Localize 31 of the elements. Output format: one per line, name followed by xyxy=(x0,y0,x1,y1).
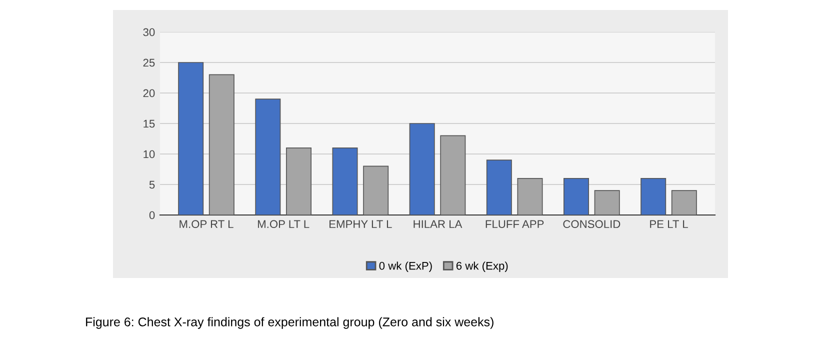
bar xyxy=(671,190,697,215)
bar xyxy=(517,178,543,215)
y-tick-label: 5 xyxy=(149,180,155,189)
bar xyxy=(640,178,666,215)
x-tick-label: FLUFF APP xyxy=(486,220,544,228)
x-tick-label: HILAR LA xyxy=(414,220,462,228)
y-tick-label: 20 xyxy=(143,89,155,98)
x-tick-label: EMPHY LT L xyxy=(330,220,392,228)
bar xyxy=(332,147,358,215)
bar xyxy=(486,160,512,215)
y-tick-label: 25 xyxy=(143,58,155,67)
bar xyxy=(255,98,281,215)
bar xyxy=(363,166,389,215)
x-tick-label: CONSOLID xyxy=(563,220,620,228)
bar xyxy=(409,123,435,215)
y-tick-label: 15 xyxy=(144,120,155,128)
y-tick-label: 10 xyxy=(144,150,155,158)
bar xyxy=(178,62,204,215)
bar xyxy=(440,135,466,215)
legend-label: 0 wk (ExP) xyxy=(379,262,432,272)
legend-label: 6 wk (Exp) xyxy=(456,262,508,272)
bar xyxy=(594,190,620,215)
bar xyxy=(563,178,590,215)
x-tick-label: M.OP LT L xyxy=(258,220,310,228)
x-tick-label: PE LT L xyxy=(650,220,688,228)
y-tick-label: 30 xyxy=(143,28,155,36)
bar xyxy=(286,147,312,215)
caption: Figure 6: Chest X-ray findings of experimental group (Zero and six weeks) xyxy=(86,317,494,329)
x-tick-label: M.OP RT L xyxy=(180,220,234,228)
bar xyxy=(208,74,234,215)
y-tick-label: 0 xyxy=(149,211,155,220)
